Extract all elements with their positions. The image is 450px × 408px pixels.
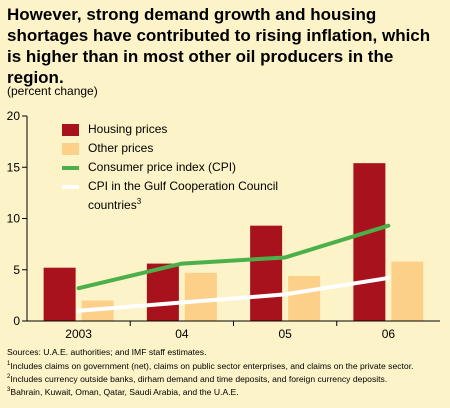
note-1-text: Includes claims on government (net), cla… bbox=[10, 360, 414, 371]
note-2-mark: 2 bbox=[7, 373, 11, 380]
legend-label-gcc-text: CPI in the Gulf Cooperation Council coun… bbox=[88, 179, 279, 212]
cpi-line bbox=[76, 223, 391, 291]
x-tick-label: 05 bbox=[278, 327, 292, 341]
note-2-text: Includes currency outside banks, dirham … bbox=[10, 373, 388, 384]
y-tick-label: 10 bbox=[7, 212, 21, 226]
note-sources: Sources: U.A.E. authorities; and IMF sta… bbox=[7, 347, 207, 357]
note-1-mark: 1 bbox=[7, 360, 11, 367]
chart-legend: Housing prices Other prices Consumer pri… bbox=[62, 122, 362, 213]
legend-label-gcc-sup: 3 bbox=[136, 197, 142, 206]
bar-housing bbox=[43, 267, 76, 321]
x-tick-label: 2003 bbox=[65, 327, 92, 341]
bar-housing bbox=[353, 163, 386, 321]
y-tick-label: 0 bbox=[13, 314, 20, 328]
y-tick-label: 5 bbox=[13, 263, 20, 277]
legend-swatch-gcc bbox=[62, 185, 79, 189]
legend-swatch-other bbox=[62, 143, 79, 155]
chart-title: However, strong demand growth and housin… bbox=[7, 5, 431, 87]
y-tick-label: 20 bbox=[7, 109, 21, 123]
note-3-mark: 3 bbox=[7, 387, 11, 394]
legend-label-other: Other prices bbox=[88, 141, 154, 155]
legend-item-other: Other prices bbox=[62, 141, 362, 160]
legend-label-cpi: Consumer price index (CPI) bbox=[88, 160, 237, 174]
note-2: 2Includes currency outside banks, dirham… bbox=[7, 372, 447, 385]
bar-other bbox=[391, 261, 424, 321]
legend-swatch-housing bbox=[62, 124, 79, 136]
chart-subtitle: (percent change) bbox=[7, 84, 98, 98]
x-tick-label: 06 bbox=[382, 327, 396, 341]
legend-item-cpi: Consumer price index (CPI) bbox=[62, 160, 362, 179]
gcc-cpi-line bbox=[76, 275, 391, 313]
bar-other bbox=[184, 272, 217, 321]
note-3-text: Bahrain, Kuwait, Oman, Qatar, Saudi Arab… bbox=[10, 387, 239, 398]
bar-housing bbox=[250, 225, 283, 321]
bar-housing bbox=[146, 263, 179, 321]
legend-swatch-cpi bbox=[62, 166, 79, 170]
note-3: 3Bahrain, Kuwait, Oman, Qatar, Saudi Ara… bbox=[7, 385, 447, 398]
x-tick-label: 04 bbox=[175, 327, 189, 341]
note-1: 1Includes claims on government (net), cl… bbox=[7, 359, 447, 372]
legend-label-housing: Housing prices bbox=[88, 122, 168, 136]
legend-item-gcc: CPI in the Gulf Cooperation Council coun… bbox=[62, 179, 362, 213]
legend-label-gcc: CPI in the Gulf Cooperation Council coun… bbox=[88, 179, 288, 213]
chart-notes: Sources: U.A.E. authorities; and IMF sta… bbox=[7, 347, 447, 399]
bar-other bbox=[288, 275, 321, 321]
legend-item-housing: Housing prices bbox=[62, 122, 362, 141]
y-tick-label: 15 bbox=[7, 160, 21, 174]
